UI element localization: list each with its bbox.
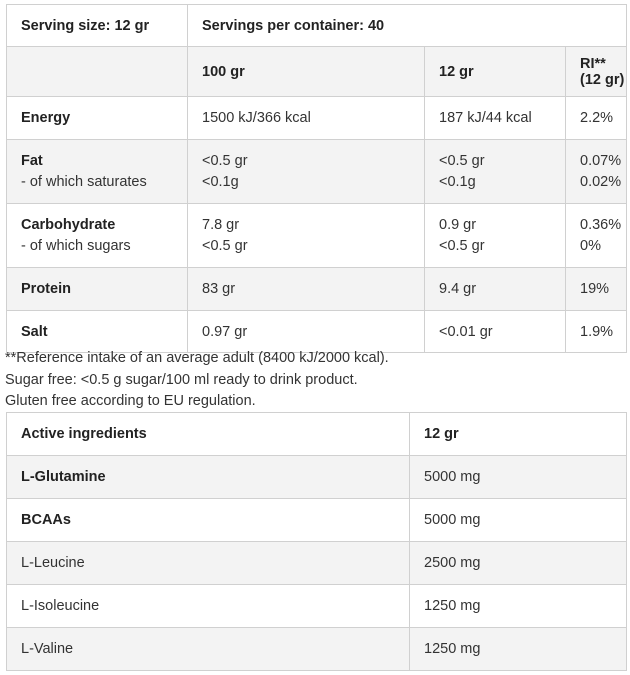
footnote-reference-intake: **Reference intake of an average adult (… — [5, 350, 389, 366]
column-header-100gr: 100 gr — [187, 46, 425, 97]
value-ri-sub: 0% — [580, 237, 601, 254]
value-100gr: 0.97 gr — [187, 310, 425, 353]
value-100gr-sub: <0.5 gr — [202, 237, 248, 254]
value-12gr-cell: 0.9 gr <0.5 gr — [424, 203, 566, 268]
value-12gr: 0.9 gr — [439, 216, 477, 233]
nutrient-cell: Carbohydrate - of which sugars — [6, 203, 188, 268]
value-ri-sub: 0.02% — [580, 173, 622, 190]
value-ri: 0.07% — [580, 152, 622, 169]
nutrient-label: Fat — [21, 152, 43, 169]
value-12gr-sub: <0.5 gr — [439, 237, 485, 254]
ingredient-name: L-Glutamine — [6, 455, 410, 499]
ingredient-name: L-Isoleucine — [6, 584, 410, 628]
servings-per-container: Servings per container: 40 — [187, 4, 627, 47]
active-header-row: Active ingredients 12 gr — [6, 412, 627, 456]
serving-size: Serving size: 12 gr — [6, 4, 188, 47]
value-100gr: 1500 kJ/366 kcal — [187, 96, 425, 140]
serving-row: Serving size: 12 gr Servings per contain… — [6, 4, 627, 47]
nutrient-label: Energy — [6, 96, 188, 140]
column-header-empty — [6, 46, 188, 97]
value-ri: 19% — [565, 267, 627, 311]
table-row: Fat - of which saturates <0.5 gr <0.1g <… — [6, 139, 627, 204]
active-ingredients-table: Active ingredients 12 gr L-Glutamine 500… — [6, 412, 627, 671]
nutrient-sublabel: - of which sugars — [21, 237, 131, 254]
value-12gr-cell: <0.5 gr <0.1g — [424, 139, 566, 204]
value-12gr: 187 kJ/44 kcal — [424, 96, 566, 140]
value-100gr: 7.8 gr — [202, 216, 240, 233]
active-header-label: Active ingredients — [6, 412, 410, 456]
table-row: L-Leucine 2500 mg — [6, 541, 627, 585]
ingredient-name: BCAAs — [6, 498, 410, 542]
table-row: L-Isoleucine 1250 mg — [6, 584, 627, 628]
table-row: L-Valine 1250 mg — [6, 627, 627, 671]
value-ri: 2.2% — [565, 96, 627, 140]
table-row: Carbohydrate - of which sugars 7.8 gr <0… — [6, 203, 627, 268]
value-100gr: <0.5 gr — [202, 152, 248, 169]
nutrient-label: Protein — [6, 267, 188, 311]
ingredient-name: L-Valine — [6, 627, 410, 671]
footnotes: **Reference intake of an average adult (… — [5, 348, 389, 413]
table-row: Salt 0.97 gr <0.01 gr 1.9% — [6, 310, 627, 353]
table-row: Energy 1500 kJ/366 kcal 187 kJ/44 kcal 2… — [6, 96, 627, 140]
table-row: Protein 83 gr 9.4 gr 19% — [6, 267, 627, 311]
ingredient-amount: 2500 mg — [409, 541, 627, 585]
value-12gr-sub: <0.1g — [439, 173, 476, 190]
table-row: BCAAs 5000 mg — [6, 498, 627, 542]
ingredient-amount: 5000 mg — [409, 455, 627, 499]
ingredient-amount: 1250 mg — [409, 584, 627, 628]
nutrient-label: Carbohydrate — [21, 216, 116, 233]
nutrient-cell: Fat - of which saturates — [6, 139, 188, 204]
value-100gr-cell: <0.5 gr <0.1g — [187, 139, 425, 204]
value-12gr: <0.5 gr — [439, 152, 485, 169]
value-ri-cell: 0.07% 0.02% — [565, 139, 627, 204]
footnote-gluten-free: Gluten free according to EU regulation. — [5, 393, 256, 409]
value-100gr-cell: 7.8 gr <0.5 gr — [187, 203, 425, 268]
value-ri-cell: 0.36% 0% — [565, 203, 627, 268]
column-header-ri: RI**(12 gr) — [565, 46, 627, 97]
table-row: L-Glutamine 5000 mg — [6, 455, 627, 499]
nutrition-table: Serving size: 12 gr Servings per contain… — [6, 4, 627, 353]
value-12gr: <0.01 gr — [424, 310, 566, 353]
column-header-row: 100 gr 12 gr RI**(12 gr) — [6, 46, 627, 97]
ingredient-name: L-Leucine — [6, 541, 410, 585]
value-ri: 0.36% — [580, 216, 622, 233]
column-header-12gr: 12 gr — [424, 46, 566, 97]
value-12gr: 9.4 gr — [424, 267, 566, 311]
nutrient-label: Salt — [6, 310, 188, 353]
ingredient-amount: 1250 mg — [409, 627, 627, 671]
value-100gr: 83 gr — [187, 267, 425, 311]
ingredient-amount: 5000 mg — [409, 498, 627, 542]
nutrient-sublabel: - of which saturates — [21, 173, 147, 190]
footnote-sugar-free: Sugar free: <0.5 g sugar/100 ml ready to… — [5, 371, 358, 388]
value-ri: 1.9% — [565, 310, 627, 353]
active-header-amount: 12 gr — [409, 412, 627, 456]
value-100gr-sub: <0.1g — [202, 173, 239, 190]
